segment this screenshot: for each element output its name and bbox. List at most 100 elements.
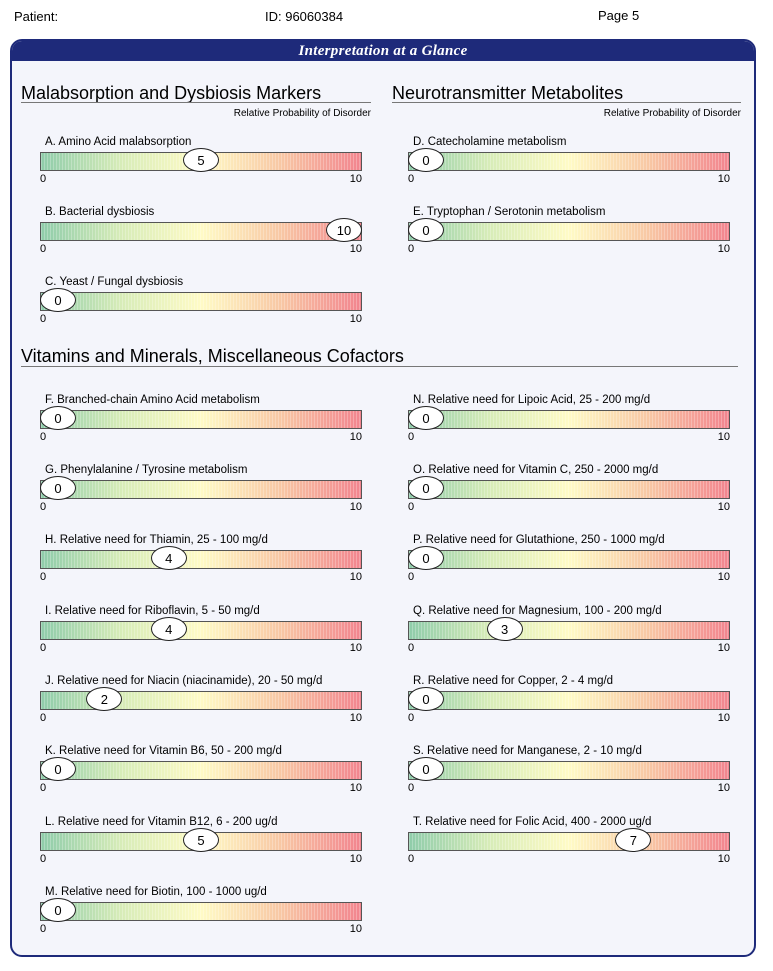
marker-o: O. Relative need for Vitamin C, 250 - 20… bbox=[408, 463, 754, 525]
malabsorption-subtitle: Relative Probability of Disorder bbox=[233, 108, 371, 119]
scale-min-label: 0 bbox=[40, 782, 47, 794]
marker-d: D. Catecholamine metabolism 0 0 10 bbox=[408, 135, 754, 197]
marker-q: Q. Relative need for Magnesium, 100 - 20… bbox=[408, 604, 754, 666]
scale-max-label: 10 bbox=[349, 431, 362, 443]
marker-label: T. Relative need for Folic Acid, 400 - 2… bbox=[413, 816, 652, 828]
page-number: Page 5 bbox=[598, 8, 640, 23]
score-bubble: 0 bbox=[408, 406, 444, 430]
gradient-scale-bar bbox=[408, 832, 730, 851]
malabsorption-section-title: Malabsorption and Dysbiosis Markers bbox=[21, 83, 322, 103]
marker-n: N. Relative need for Lipoic Acid, 25 - 2… bbox=[408, 393, 754, 455]
malabsorption-divider bbox=[21, 102, 371, 103]
scale-min-label: 0 bbox=[40, 173, 47, 185]
marker-label: R. Relative need for Copper, 2 - 4 mg/d bbox=[413, 675, 614, 687]
marker-label: P. Relative need for Glutathione, 250 - … bbox=[413, 534, 665, 546]
score-bubble: 5 bbox=[183, 148, 219, 172]
score-bubble: 0 bbox=[408, 148, 444, 172]
scale-max-label: 10 bbox=[717, 571, 730, 583]
marker-label: H. Relative need for Thiamin, 25 - 100 m… bbox=[45, 534, 268, 546]
scale-min-label: 0 bbox=[40, 501, 47, 513]
marker-label: Q. Relative need for Magnesium, 100 - 20… bbox=[413, 605, 662, 617]
score-bubble: 2 bbox=[86, 687, 123, 711]
scale-max-label: 10 bbox=[349, 313, 362, 325]
scale-min-label: 0 bbox=[40, 571, 47, 583]
marker-g: G. Phenylalanine / Tyrosine metabolism 0 0… bbox=[40, 463, 390, 525]
gradient-scale-bar bbox=[408, 761, 730, 780]
scale-min-label: 0 bbox=[408, 642, 415, 654]
score-bubble: 7 bbox=[615, 828, 652, 852]
score-bubble: 0 bbox=[40, 757, 76, 781]
marker-label: B. Bacterial dysbiosis bbox=[45, 206, 155, 218]
gradient-scale-bar bbox=[40, 550, 362, 569]
scale-min-label: 0 bbox=[408, 853, 415, 865]
marker-j: J. Relative need for Niacin (niacinamide… bbox=[40, 674, 390, 736]
marker-label: C. Yeast / Fungal dysbiosis bbox=[45, 276, 184, 288]
marker-label: F. Branched-chain Amino Acid metabolism bbox=[45, 394, 260, 406]
scale-min-label: 0 bbox=[40, 923, 47, 935]
scale-min-label: 0 bbox=[40, 243, 47, 255]
marker-l: L. Relative need for Vitamin B12, 6 - 20… bbox=[40, 815, 390, 877]
marker-label: I. Relative need for Riboflavin, 5 - 50 … bbox=[45, 605, 260, 617]
marker-label: S. Relative need for Manganese, 2 - 10 m… bbox=[413, 745, 642, 757]
scale-min-label: 0 bbox=[408, 501, 415, 513]
scale-max-label: 10 bbox=[349, 782, 362, 794]
scale-max-label: 10 bbox=[717, 173, 730, 185]
marker-c: C. Yeast / Fungal dysbiosis 0 0 10 bbox=[40, 275, 390, 337]
marker-a: A. Amino Acid malabsorption 5 0 10 bbox=[40, 135, 390, 197]
score-bubble: 4 bbox=[150, 546, 187, 570]
gradient-scale-bar bbox=[40, 761, 362, 780]
scale-max-label: 10 bbox=[349, 712, 362, 724]
scale-min-label: 0 bbox=[408, 173, 415, 185]
marker-s: S. Relative need for Manganese, 2 - 10 m… bbox=[408, 744, 754, 806]
marker-label: E. Tryptophan / Serotonin metabolism bbox=[413, 206, 606, 218]
score-bubble: 0 bbox=[40, 898, 76, 922]
neuro-section-title: Neurotransmitter Metabolites bbox=[392, 83, 624, 103]
interpretation-panel: Interpretation at a Glance Malabsorption… bbox=[10, 39, 756, 957]
gradient-scale-bar bbox=[408, 410, 730, 429]
score-bubble: 0 bbox=[40, 288, 76, 312]
marker-f: F. Branched-chain Amino Acid metabolism 0… bbox=[40, 393, 390, 455]
marker-label: L. Relative need for Vitamin B12, 6 - 20… bbox=[45, 816, 278, 828]
gradient-scale-bar bbox=[408, 480, 730, 499]
gradient-scale-bar bbox=[40, 902, 362, 921]
neuro-divider bbox=[392, 102, 741, 103]
scale-max-label: 10 bbox=[717, 853, 730, 865]
marker-label: A. Amino Acid malabsorption bbox=[45, 136, 192, 148]
marker-h: H. Relative need for Thiamin, 25 - 100 m… bbox=[40, 533, 390, 595]
score-bubble: 0 bbox=[408, 546, 444, 570]
gradient-scale-bar bbox=[40, 292, 362, 311]
score-bubble: 10 bbox=[326, 218, 362, 242]
patient-label: Patient: bbox=[14, 9, 59, 24]
scale-min-label: 0 bbox=[408, 243, 415, 255]
scale-max-label: 10 bbox=[717, 243, 730, 255]
marker-label: O. Relative need for Vitamin C, 250 - 20… bbox=[413, 464, 659, 476]
scale-max-label: 10 bbox=[717, 431, 730, 443]
score-bubble: 0 bbox=[408, 218, 444, 242]
score-bubble: 0 bbox=[408, 757, 444, 781]
scale-max-label: 10 bbox=[349, 923, 362, 935]
marker-t: T. Relative need for Folic Acid, 400 - 2… bbox=[408, 815, 754, 877]
score-bubble: 0 bbox=[40, 476, 76, 500]
score-bubble: 0 bbox=[408, 476, 444, 500]
marker-label: K. Relative need for Vitamin B6, 50 - 20… bbox=[45, 745, 282, 757]
scale-min-label: 0 bbox=[408, 712, 415, 724]
score-bubble: 0 bbox=[408, 687, 444, 711]
marker-label: M. Relative need for Biotin, 100 - 1000 … bbox=[45, 886, 267, 898]
score-bubble: 0 bbox=[40, 406, 76, 430]
marker-label: G. Phenylalanine / Tyrosine metabolism bbox=[45, 464, 248, 476]
marker-b: B. Bacterial dysbiosis 10 0 10 bbox=[40, 205, 390, 267]
scale-max-label: 10 bbox=[349, 243, 362, 255]
gradient-scale-bar bbox=[408, 691, 730, 710]
scale-max-label: 10 bbox=[717, 782, 730, 794]
vitamins-divider bbox=[21, 366, 738, 367]
score-bubble: 5 bbox=[183, 828, 219, 852]
patient-id: ID: 96060384 bbox=[265, 9, 344, 24]
gradient-scale-bar bbox=[40, 621, 362, 640]
marker-label: D. Catecholamine metabolism bbox=[413, 136, 567, 148]
scale-min-label: 0 bbox=[40, 642, 47, 654]
marker-r: R. Relative need for Copper, 2 - 4 mg/d 0… bbox=[408, 674, 754, 736]
scale-max-label: 10 bbox=[717, 501, 730, 513]
neuro-subtitle: Relative Probability of Disorder bbox=[603, 108, 741, 119]
scale-max-label: 10 bbox=[349, 501, 362, 513]
gradient-scale-bar bbox=[40, 222, 362, 241]
